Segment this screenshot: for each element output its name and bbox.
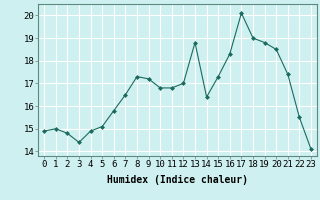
X-axis label: Humidex (Indice chaleur): Humidex (Indice chaleur): [107, 175, 248, 185]
